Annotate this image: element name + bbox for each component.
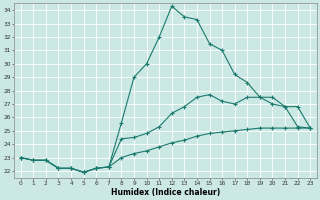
X-axis label: Humidex (Indice chaleur): Humidex (Indice chaleur) [111,188,220,197]
